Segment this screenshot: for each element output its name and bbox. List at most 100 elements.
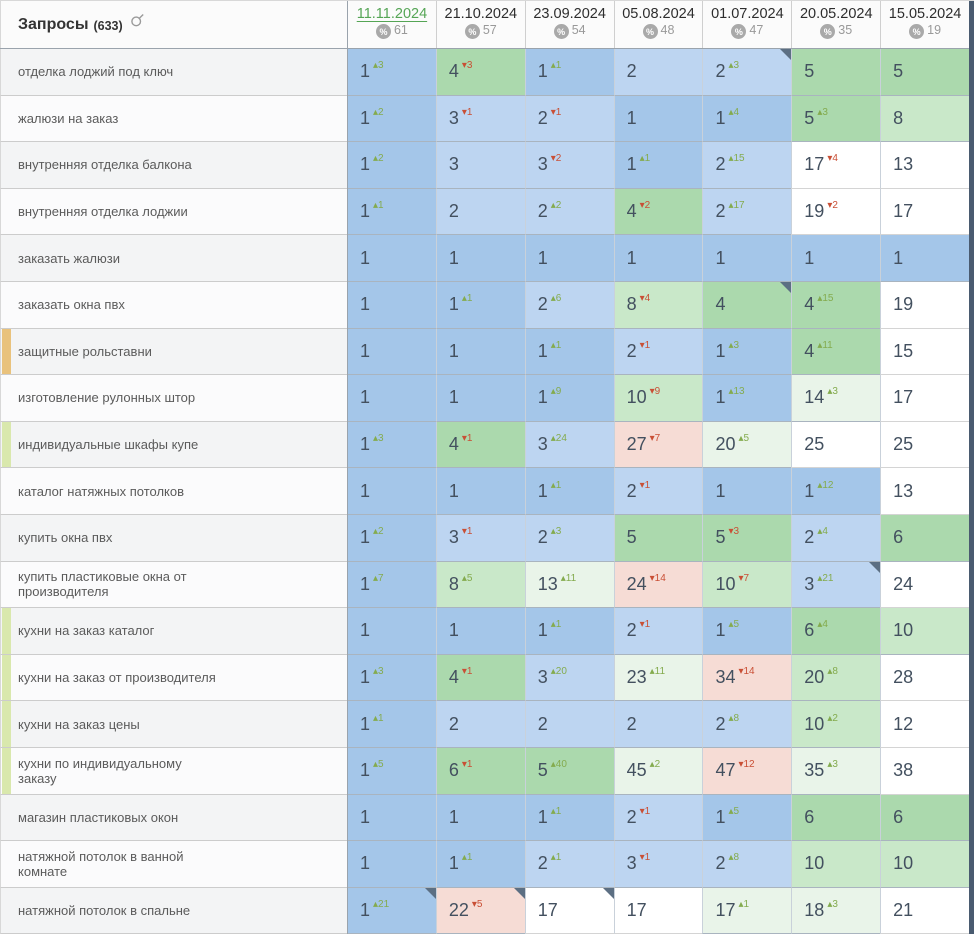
date-label[interactable]: 11.11.2024 [356,6,428,22]
query-cell[interactable]: купить окна пвх [0,514,347,562]
position-cell[interactable]: 1 ▴3 [348,654,436,702]
position-cell[interactable]: 17 [613,887,703,934]
position-cell[interactable]: 3 [435,142,525,189]
position-cell[interactable]: 10 [880,608,970,655]
position-cell[interactable]: 3 ▾1 [613,841,703,888]
query-cell[interactable]: жалюзи на заказ [0,95,347,143]
position-cell[interactable]: 2 [613,701,703,748]
position-cell[interactable]: 3 ▾1 [435,95,525,143]
query-label[interactable]: заказать жалюзи [18,250,120,266]
position-cell[interactable]: 2 ▴8 [702,841,792,888]
query-label[interactable]: натяжной потолок в спальне [18,902,191,918]
position-cell[interactable]: 45 ▴2 [613,747,703,795]
position-cell[interactable]: 2 ▴3 [702,49,792,96]
position-cell[interactable]: 1 ▴12 [791,468,881,515]
position-cell[interactable]: 23 ▴11 [613,654,703,702]
query-label[interactable]: кухни на заказ от производителя [18,670,216,686]
position-cell[interactable]: 1 ▴21 [348,887,436,934]
position-cell[interactable]: 5 ▾3 [702,514,792,562]
position-cell[interactable]: 20 ▴8 [791,654,881,702]
query-cell[interactable]: индивидуальные шкафы купе [0,421,347,469]
position-cell[interactable]: 6 ▴4 [791,608,881,655]
position-cell[interactable]: 2 ▴15 [702,142,792,189]
query-label[interactable]: магазин пластиковых окон [18,809,179,825]
position-cell[interactable]: 1 [348,794,436,842]
query-label[interactable]: натяжной потолок в ванной комнате [18,848,184,879]
date-column-header[interactable]: 23.09.2024 % 54 [524,1,614,48]
position-cell[interactable]: 2 ▾1 [524,95,614,143]
position-cell[interactable]: 1 ▴5 [348,747,436,795]
position-cell[interactable]: 35 ▴3 [791,747,881,795]
position-cell[interactable]: 1 ▴2 [348,514,436,562]
query-cell[interactable]: кухни на заказ от производителя [0,654,347,702]
position-cell[interactable]: 1 [435,794,525,842]
query-label[interactable]: индивидуальные шкафы купе [18,437,199,453]
position-cell[interactable]: 2 ▾1 [613,608,703,655]
query-cell[interactable]: кухни на заказ каталог [0,608,347,655]
position-cell[interactable]: 20 ▴5 [702,421,792,469]
position-cell[interactable]: 1 ▴2 [348,95,436,143]
position-cell[interactable]: 8 ▴5 [435,561,525,609]
position-cell[interactable]: 2 ▴1 [524,841,614,888]
position-cell[interactable]: 1 [348,608,436,655]
position-cell[interactable]: 2 ▾1 [613,794,703,842]
position-cell[interactable]: 1 ▴3 [348,49,436,96]
query-label[interactable]: отделка лоджий под ключ [18,64,174,80]
position-cell[interactable]: 17 [524,887,614,934]
position-cell[interactable]: 5 ▴3 [791,95,881,143]
date-column-header[interactable]: 11.11.2024 % 61 [348,1,436,48]
position-cell[interactable]: 47 ▾12 [702,747,792,795]
position-cell[interactable]: 3 ▴24 [524,421,614,469]
position-cell[interactable]: 1 [435,328,525,376]
query-cell[interactable]: внутренняя отделка лоджии [0,188,347,236]
position-cell[interactable]: 25 [880,421,970,469]
position-cell[interactable]: 1 ▴1 [435,841,525,888]
position-cell[interactable]: 1 [348,328,436,376]
query-label[interactable]: жалюзи на заказ [18,110,119,126]
position-cell[interactable]: 4 ▾2 [613,188,703,236]
position-cell[interactable]: 1 [435,468,525,515]
position-cell[interactable]: 19 [880,281,970,329]
query-cell[interactable]: кухни по индивидуальному заказу [0,747,347,795]
position-cell[interactable]: 4 ▾1 [435,421,525,469]
position-cell[interactable]: 1 [348,235,436,282]
position-cell[interactable]: 8 [880,95,970,143]
query-label[interactable]: каталог натяжных потолков [18,483,185,499]
position-cell[interactable]: 6 [791,794,881,842]
date-label[interactable]: 01.07.2024 [711,6,784,22]
position-cell[interactable]: 1 ▴1 [613,142,703,189]
position-cell[interactable]: 2 ▴4 [791,514,881,562]
position-cell[interactable]: 24 [880,561,970,609]
date-column-header[interactable]: 20.05.2024 % 35 [791,1,880,48]
position-cell[interactable]: 1 ▴2 [348,142,436,189]
position-cell[interactable]: 1 ▴4 [702,95,792,143]
position-cell[interactable]: 1 [348,468,436,515]
position-cell[interactable]: 1 ▴9 [524,375,614,422]
position-cell[interactable]: 1 [435,235,525,282]
position-cell[interactable]: 1 [791,235,881,282]
query-cell[interactable]: каталог натяжных потолков [0,468,347,515]
position-cell[interactable]: 4 ▴11 [791,328,881,376]
position-cell[interactable]: 1 ▴1 [524,49,614,96]
position-cell[interactable]: 2 [435,701,525,748]
position-cell[interactable]: 24 ▾14 [613,561,703,609]
position-cell[interactable]: 1 [348,375,436,422]
position-cell[interactable]: 1 [524,235,614,282]
position-cell[interactable]: 28 [880,654,970,702]
position-cell[interactable]: 2 ▴2 [524,188,614,236]
position-cell[interactable]: 1 [613,95,703,143]
position-cell[interactable]: 10 [880,841,970,888]
position-cell[interactable]: 1 ▴3 [348,421,436,469]
position-cell[interactable]: 2 ▴8 [702,701,792,748]
date-label[interactable]: 05.08.2024 [622,6,695,22]
query-label[interactable]: купить пластиковые окна от производителя [18,569,187,600]
position-cell[interactable]: 4 ▴15 [791,281,881,329]
query-label[interactable]: изготовление рулонных штор [18,390,196,406]
position-cell[interactable]: 2 [435,188,525,236]
date-label[interactable]: 20.05.2024 [799,6,873,22]
position-cell[interactable]: 13 ▴11 [524,561,614,609]
position-cell[interactable]: 4 ▾3 [435,49,525,96]
position-cell[interactable]: 4 ▾1 [435,654,525,702]
position-cell[interactable]: 3 ▴21 [791,561,881,609]
position-cell[interactable]: 17 ▾4 [791,142,881,189]
